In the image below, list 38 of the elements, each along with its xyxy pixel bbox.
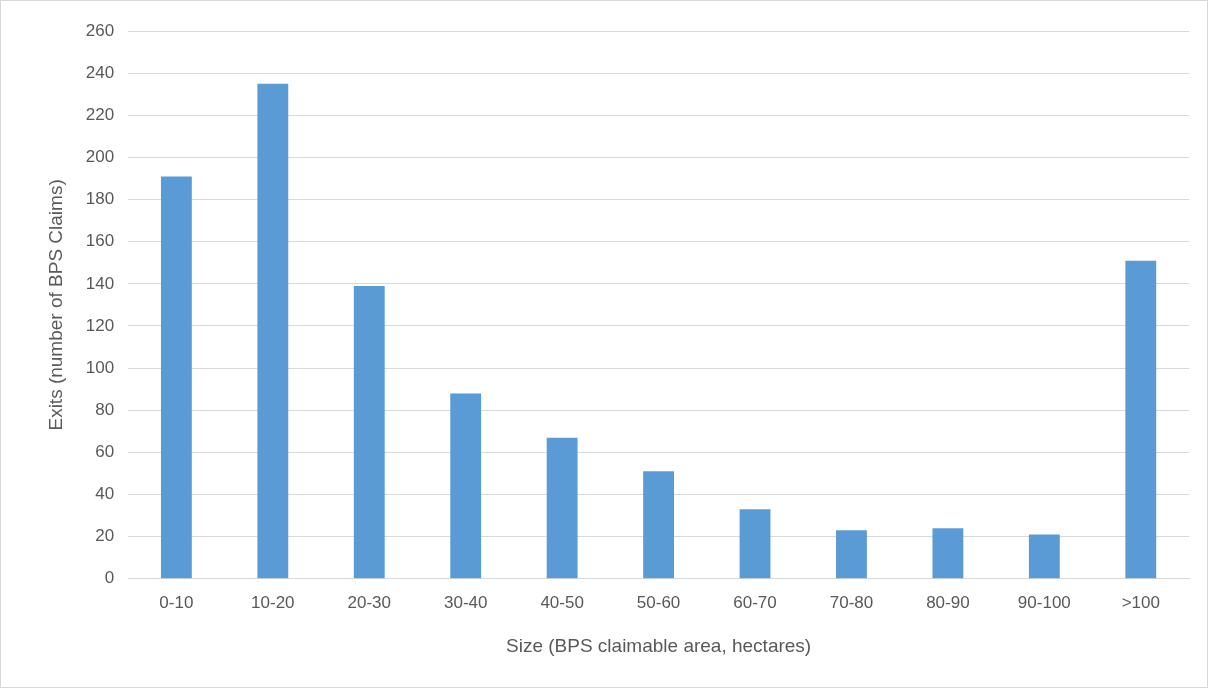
bar [836, 530, 867, 579]
bar [160, 176, 192, 579]
bar [739, 509, 771, 579]
y-tick-label: 180 [85, 189, 115, 209]
x-tick-label: 70-80 [829, 592, 874, 612]
bar [1028, 534, 1060, 579]
x-tick-label: 50-60 [636, 592, 681, 612]
bar [1125, 260, 1157, 579]
y-tick-label: 60 [95, 442, 115, 462]
bar [932, 528, 964, 579]
x-tick-label: 20-30 [347, 592, 392, 612]
y-tick-label: 140 [85, 273, 115, 293]
x-tick-label: 60-70 [733, 592, 777, 612]
bar [450, 393, 482, 579]
x-tick-label: 80-90 [926, 592, 970, 612]
y-tick-label: 40 [95, 484, 115, 504]
x-tick-label: 30-40 [443, 592, 488, 612]
y-tick-label: 220 [85, 104, 115, 124]
bar [353, 285, 385, 579]
x-tick-label: 0-10 [159, 592, 194, 612]
y-tick-label: 200 [85, 147, 115, 167]
y-tick-label: 260 [85, 20, 115, 40]
bar [643, 471, 675, 579]
x-tick-label: 40-50 [540, 592, 584, 612]
y-axis-title: Exits (number of BPS Claims) [44, 179, 66, 431]
x-tick-label: 10-20 [251, 592, 295, 612]
bar [257, 83, 289, 579]
y-tick-label: 160 [85, 231, 115, 251]
x-tick-label: 90-100 [1017, 592, 1071, 612]
x-axis-title: Size (BPS claimable area, hectares) [505, 634, 812, 656]
x-tick-label: >100 [1121, 592, 1160, 612]
y-tick-label: 0 [104, 568, 115, 588]
y-tick-label: 120 [85, 315, 115, 335]
y-tick-label: 100 [85, 357, 115, 377]
y-tick-label: 80 [95, 399, 115, 419]
y-tick-label: 20 [95, 526, 115, 546]
bar [546, 437, 578, 579]
y-tick-label: 240 [85, 62, 115, 82]
